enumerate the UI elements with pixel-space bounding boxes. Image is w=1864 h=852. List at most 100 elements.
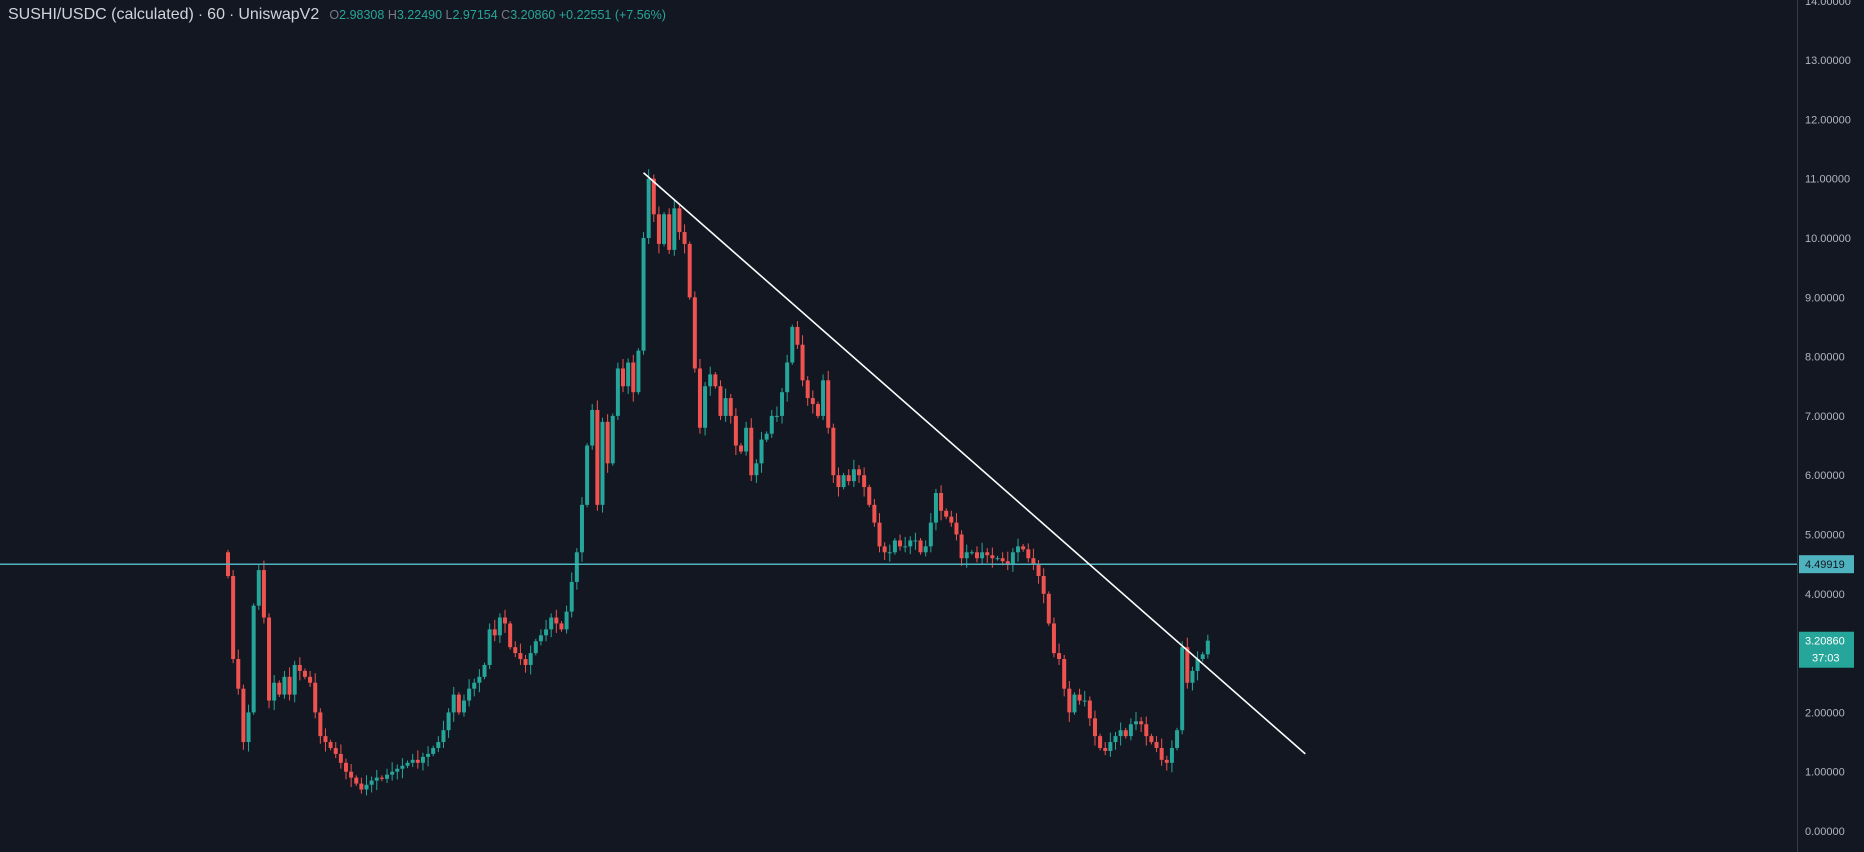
candle-body	[313, 682, 318, 713]
candle-body	[1195, 659, 1200, 671]
last-price-value: 3.20860	[1805, 636, 1845, 648]
candle-body	[420, 756, 425, 763]
price-tick-label: 7.00000	[1805, 411, 1845, 423]
price-axis-panel[interactable]	[1797, 0, 1864, 852]
candle-body	[882, 546, 887, 553]
candle-body	[364, 784, 369, 790]
candle-body	[605, 421, 610, 464]
candle-body	[451, 694, 456, 713]
candle-body	[395, 768, 400, 772]
change-value: +0.22551	[558, 8, 612, 22]
candle-body	[744, 427, 749, 452]
candle-body	[549, 617, 554, 630]
price-tick-label: 1.00000	[1805, 767, 1845, 779]
close-key: C	[501, 8, 511, 22]
candle-body	[846, 475, 851, 482]
candle-body	[297, 664, 302, 671]
candle-body	[410, 759, 415, 763]
candle-body	[1180, 647, 1185, 731]
candle-body	[385, 774, 390, 779]
candle-body	[1082, 700, 1087, 702]
low-value: 2.97154	[452, 8, 498, 22]
open-value: 2.98308	[339, 8, 385, 22]
candle-body	[933, 492, 938, 523]
candle-body	[656, 214, 661, 244]
symbol-name[interactable]: SUSHI/USDC (calculated)	[8, 6, 194, 23]
candle-body	[790, 326, 795, 363]
candle-body	[369, 780, 374, 785]
candle-body	[282, 676, 287, 695]
candle-body	[518, 653, 523, 660]
candle-body	[856, 469, 861, 476]
candle-body	[323, 736, 328, 743]
price-tick-label: 10.00000	[1805, 233, 1851, 245]
candle-body	[436, 742, 441, 748]
candle-body	[677, 208, 682, 233]
high-key: H	[387, 8, 397, 22]
candle-body	[687, 243, 692, 298]
candle-body	[261, 570, 266, 618]
candle-body	[985, 552, 990, 556]
candle-body	[995, 558, 1000, 560]
price-tick-label: 2.00000	[1805, 707, 1845, 719]
candle-body	[723, 398, 728, 416]
candle-body	[682, 232, 687, 244]
hline-price-tag	[1799, 555, 1854, 574]
last-price-tag	[1799, 631, 1854, 668]
candle-body	[559, 623, 564, 630]
candle-body	[851, 469, 856, 482]
candle-body	[990, 555, 995, 559]
candle-body	[872, 504, 877, 523]
candle-body	[574, 552, 579, 582]
candle-body	[672, 208, 677, 250]
candle-body	[308, 676, 313, 683]
candle-body	[1077, 694, 1082, 701]
trend-line[interactable]	[643, 172, 1306, 755]
candle-body	[1087, 700, 1092, 719]
candle-body	[913, 540, 918, 542]
candle-body	[513, 647, 518, 654]
candle-body	[626, 362, 631, 387]
candle-body	[354, 777, 359, 784]
candle-body	[1000, 558, 1005, 562]
candle-body	[974, 552, 979, 559]
candle-body	[1164, 759, 1169, 763]
candles-layer	[226, 169, 1210, 796]
bar-countdown: 37:03	[1812, 653, 1840, 665]
candle-body	[1154, 742, 1159, 748]
candle-body	[538, 635, 543, 642]
candle-body	[821, 380, 826, 416]
candle-body	[236, 659, 241, 689]
candle-body	[641, 238, 646, 351]
candle-body	[554, 617, 559, 624]
candle-body	[898, 540, 903, 547]
candle-body	[374, 777, 379, 781]
candle-body	[379, 777, 384, 779]
separator-dot: ·	[229, 6, 239, 23]
candle-body	[272, 682, 277, 701]
candle-body	[503, 617, 508, 624]
price-tick-label: 8.00000	[1805, 352, 1845, 364]
candle-body	[903, 546, 908, 548]
candle-body	[636, 350, 641, 393]
candle-body	[949, 516, 954, 523]
candle-body	[877, 522, 882, 547]
candle-body	[333, 747, 338, 754]
candle-body	[969, 552, 974, 554]
price-tick-label: 0.00000	[1805, 826, 1845, 838]
candle-body	[533, 641, 538, 654]
candle-body	[590, 409, 595, 446]
candle-body	[908, 540, 913, 547]
candle-body	[697, 368, 702, 428]
candle-body	[713, 374, 718, 387]
price-tick-label: 11.00000	[1805, 174, 1850, 186]
interval-label[interactable]: 60	[207, 6, 225, 23]
candle-body	[728, 398, 733, 416]
candle-body	[1036, 564, 1041, 577]
candle-body	[600, 421, 605, 505]
candle-body	[1118, 730, 1123, 737]
candle-body	[944, 510, 949, 517]
candle-body	[528, 653, 533, 665]
candle-body	[980, 552, 985, 559]
